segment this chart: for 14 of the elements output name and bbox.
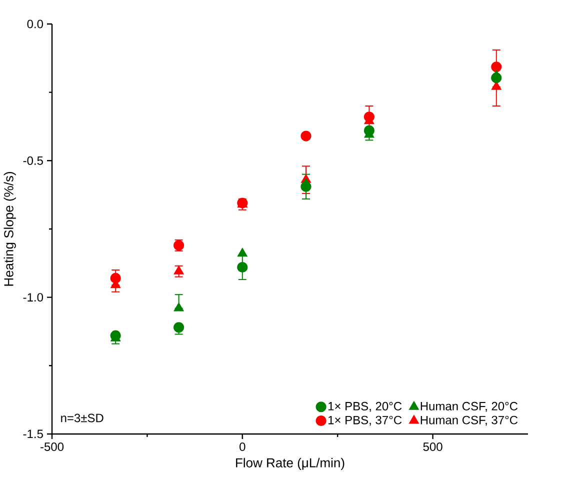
- legend-label: 1× PBS, 37°C: [328, 416, 402, 426]
- y-tick-label: -1.5: [23, 430, 43, 438]
- x-tick-label: -500: [40, 442, 64, 452]
- legend-label: Human CSF, 20°C: [420, 402, 518, 412]
- legend-label: 1× PBS, 20°C: [328, 402, 402, 412]
- y-axis-title: Heating Slope (%/s): [4, 172, 16, 286]
- x-tick-label: 0: [240, 442, 246, 452]
- y-tick-label: -0.5: [23, 156, 43, 165]
- annotation: n=3±SD: [61, 414, 104, 422]
- legend-label: Human CSF, 37°C: [420, 416, 518, 426]
- x-axis-title: Flow Rate (μL/min): [236, 458, 344, 470]
- x-tick-label: 500: [423, 442, 442, 452]
- y-tick-label: 0.0: [27, 20, 44, 28]
- y-tick-label: -1.0: [23, 293, 44, 302]
